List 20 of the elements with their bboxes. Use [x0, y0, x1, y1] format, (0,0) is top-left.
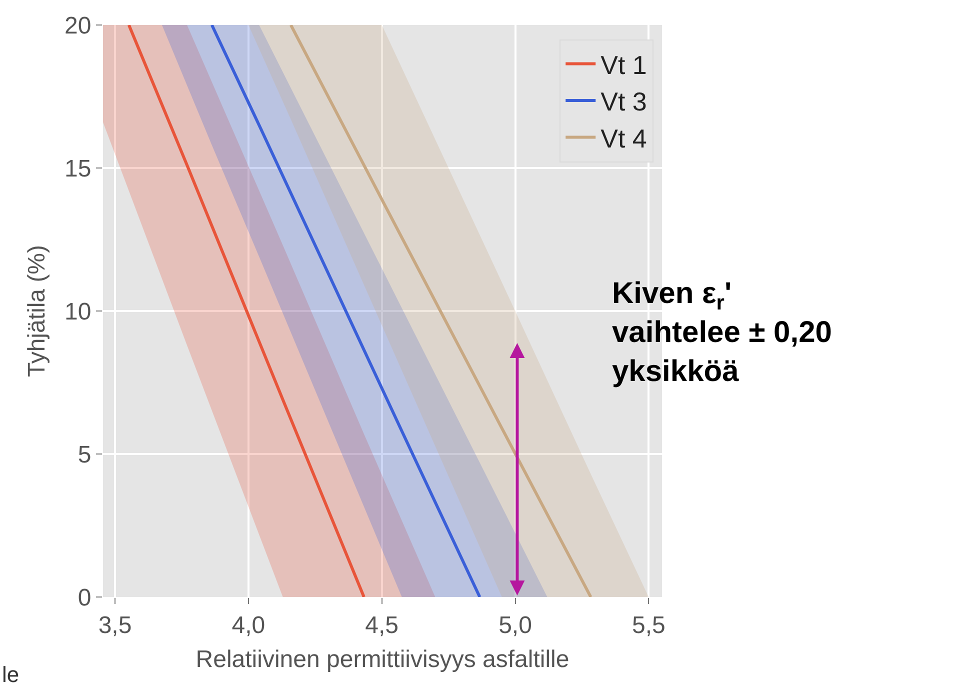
x-tick-label: 5,0 [498, 612, 532, 639]
y-tick-label: 10 [64, 298, 92, 326]
line-series [127, 25, 366, 597]
text: le [2, 662, 20, 687]
legend-label: Vt 4 [600, 123, 647, 154]
x-tick-label: 4,5 [365, 612, 399, 639]
line-series [289, 25, 592, 597]
y-tick-label: 0 [78, 584, 92, 612]
x-tick-label: 3,5 [98, 612, 132, 639]
x-axis-title: Relatiivinen permittiivisyys asfaltille [196, 646, 570, 674]
y-tick-label: 15 [64, 155, 92, 182]
line-series [210, 25, 482, 597]
annotation: Kiven ε$_{r}$' vaihtelee ± 0,20 yksikköä [612, 277, 832, 388]
y-tick-label: 5 [78, 441, 92, 468]
y-tick-label: 20 [64, 12, 92, 40]
legend-label: Vt 1 [600, 50, 647, 80]
legend-label: Vt 3 [600, 86, 647, 117]
y-axis-title: Tyhjätila (%) [24, 244, 51, 378]
x-tick-label: 5,5 [632, 612, 666, 639]
x-tick-label: 4,0 [232, 612, 266, 639]
